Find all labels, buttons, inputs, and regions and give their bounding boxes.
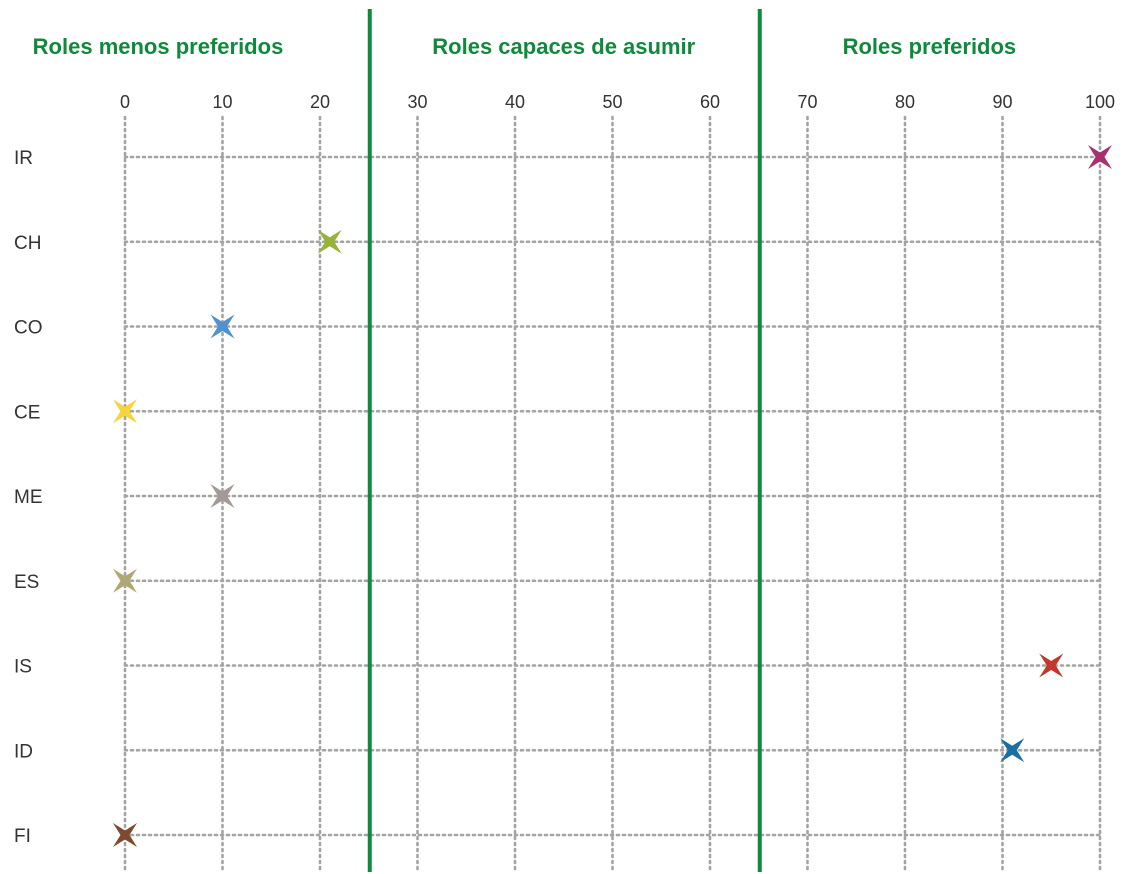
row-label-is: IS xyxy=(14,657,32,678)
marker-id xyxy=(1000,738,1025,763)
x-tick-label: 30 xyxy=(407,92,427,112)
x-tick-label: 60 xyxy=(700,92,720,112)
marker-es xyxy=(112,568,138,593)
row-label-es: ES xyxy=(14,572,39,593)
zone-title-2: Roles preferidos xyxy=(843,34,1017,59)
data-markers xyxy=(112,144,1113,848)
horizontal-gridlines xyxy=(123,155,1102,837)
row-labels: IR CH CO CE ME ES IS ID FI xyxy=(14,148,43,847)
marker-is xyxy=(1039,653,1064,678)
row-label-ch: CH xyxy=(14,233,41,254)
x-tick-label: 80 xyxy=(895,92,915,112)
zone-title-0: Roles menos preferidos xyxy=(33,34,284,59)
row-label-fi: FI xyxy=(14,826,31,847)
marker-ir xyxy=(1087,144,1113,170)
marker-ce xyxy=(112,399,138,424)
x-tick-label: 20 xyxy=(310,92,330,112)
x-tick-label: 70 xyxy=(797,92,817,112)
row-label-me: ME xyxy=(14,487,43,508)
x-tick-label: 10 xyxy=(212,92,232,112)
x-tick-label: 40 xyxy=(505,92,525,112)
row-label-co: CO xyxy=(14,318,43,339)
marker-me xyxy=(210,483,235,509)
zone-dividers xyxy=(367,9,762,872)
marker-fi xyxy=(112,822,138,848)
x-tick-label: 100 xyxy=(1085,92,1115,112)
x-tick-label: 90 xyxy=(992,92,1012,112)
zone-title-1: Roles capaces de asumir xyxy=(432,34,695,59)
marker-co xyxy=(210,314,235,339)
marker-ch xyxy=(317,229,342,254)
x-tick-label: 50 xyxy=(602,92,622,112)
zone-titles: Roles menos preferidos Roles capaces de a… xyxy=(33,34,1017,59)
x-tick-label: 0 xyxy=(120,92,130,112)
vertical-gridlines xyxy=(123,115,1102,874)
row-label-id: ID xyxy=(14,741,33,762)
x-axis-tick-labels: 0 10 20 30 40 50 60 70 80 90 100 xyxy=(120,92,1115,112)
row-label-ir: IR xyxy=(14,148,33,169)
row-label-ce: CE xyxy=(14,402,40,423)
